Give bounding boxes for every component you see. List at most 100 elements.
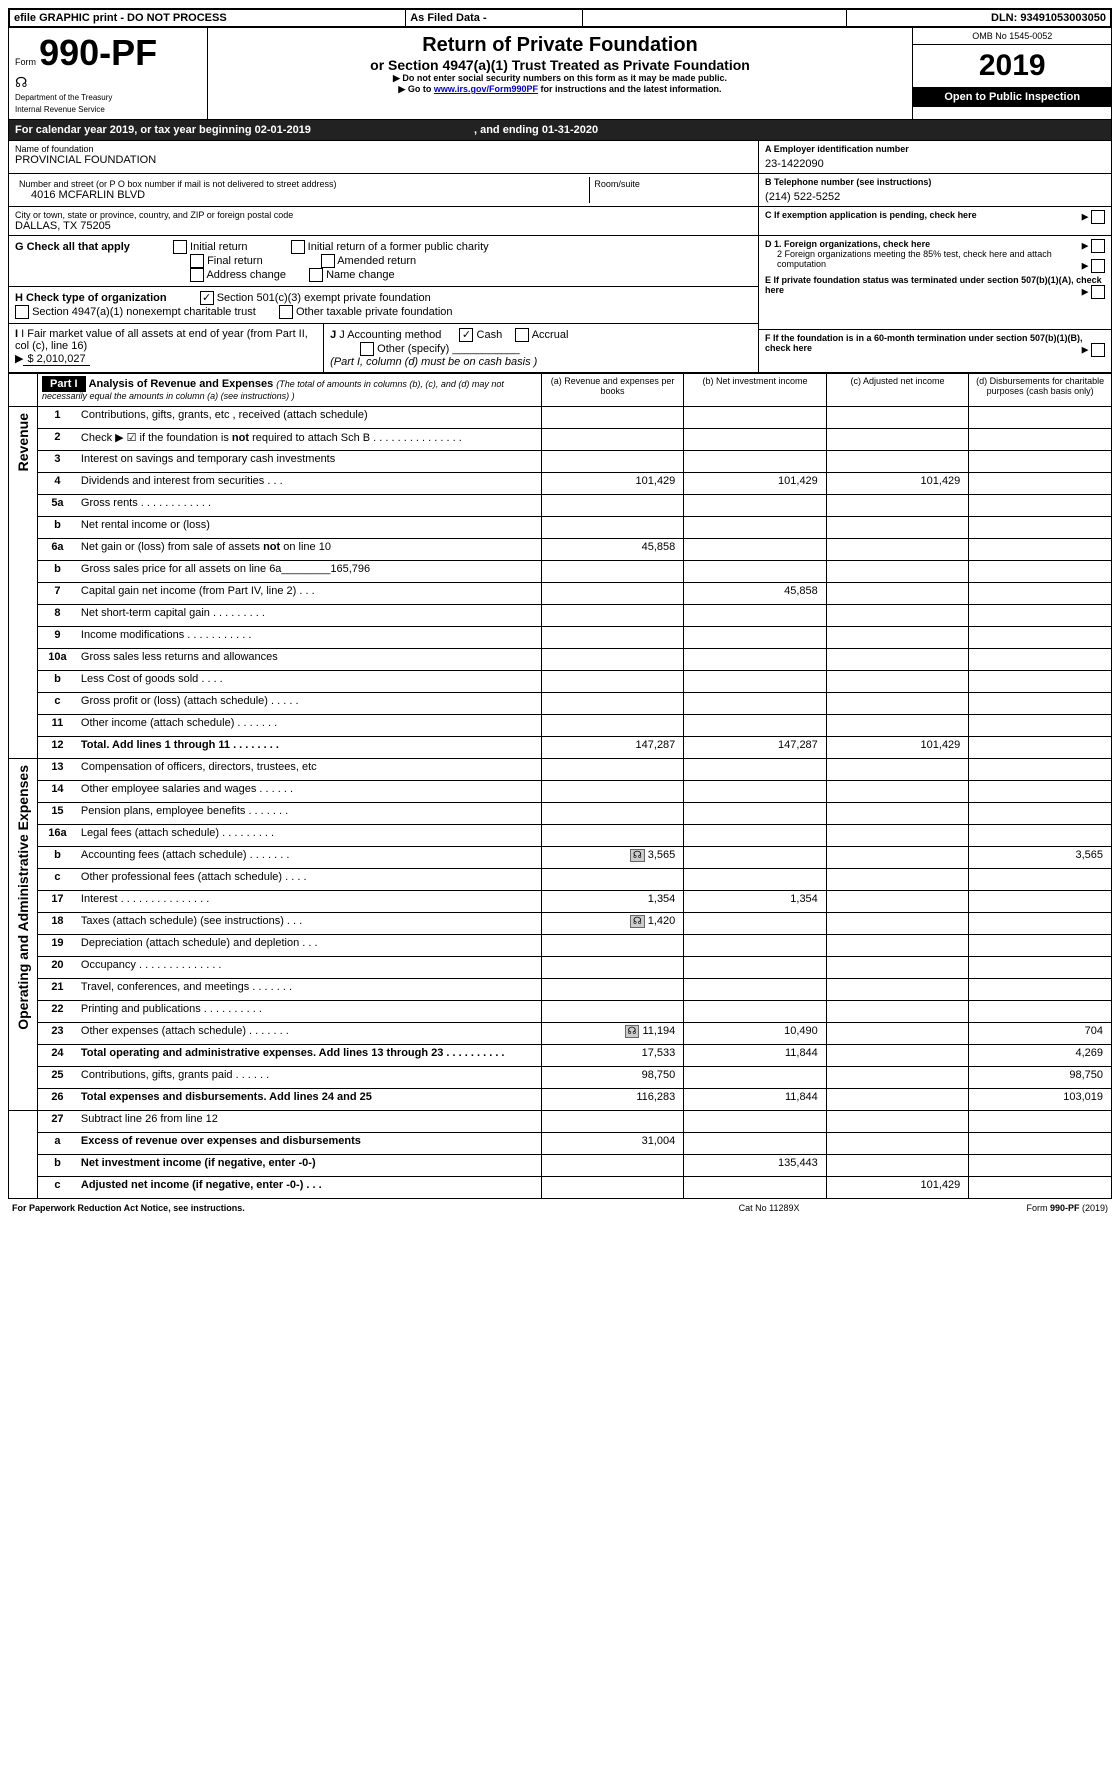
col-d-header: (d) Disbursements for charitable purpose… [969,374,1112,407]
attachment-icon[interactable]: ☊ [625,1025,640,1038]
line-number: 2 [38,429,77,451]
line-number: 4 [38,473,77,495]
col-d-value [969,1001,1112,1023]
col-b-value [684,979,827,1001]
col-a-value: 116,283 [541,1089,684,1111]
col-d-value [969,935,1112,957]
col-d-value [969,539,1112,561]
col-c-header: (c) Adjusted net income [826,374,969,407]
col-a-value: 1,354 [541,891,684,913]
line-number: 24 [38,1045,77,1067]
col-b-value: 11,844 [684,1089,827,1111]
line-description: Gross profit or (loss) (attach schedule)… [77,693,541,715]
col-c-value [826,1089,969,1111]
col-b-value: 45,858 [684,583,827,605]
table-row: 24Total operating and administrative exp… [9,1045,1112,1067]
line-number: b [38,561,77,583]
street-address: 4016 MCFARLIN BLVD [19,189,585,201]
attachment-icon[interactable]: ☊ [630,915,645,928]
line-number: 15 [38,803,77,825]
line-number: c [38,693,77,715]
operating-and-administrative-expenses-label: Operating and Administrative Expenses [13,761,33,1034]
table-row: bNet investment income (if negative, ent… [9,1155,1112,1177]
col-d-value [969,1177,1112,1199]
table-row: 27Subtract line 26 from line 12 [9,1111,1112,1133]
ein-value: 23-1422090 [765,154,1105,170]
col-d-value [969,517,1112,539]
line-description: Compensation of officers, directors, tru… [77,759,541,781]
irs-link[interactable]: www.irs.gov/Form990PF [434,84,538,94]
col-a-header: (a) Revenue and expenses per books [541,374,684,407]
col-a-value [541,649,684,671]
table-row: cAdjusted net income (if negative, enter… [9,1177,1112,1199]
line-number: b [38,847,77,869]
page-footer: For Paperwork Reduction Act Notice, see … [8,1201,1112,1215]
table-row: 5aGross rents . . . . . . . . . . . . [9,495,1112,517]
line-number: 26 [38,1089,77,1111]
col-d-value [969,561,1112,583]
e-checkbox[interactable] [1091,285,1105,299]
g-amended-checkbox[interactable] [321,254,335,268]
c-checkbox[interactable] [1091,210,1105,224]
line-number: 27 [38,1111,77,1133]
form-title: Return of Private Foundation [214,34,907,57]
col-c-value [826,451,969,473]
table-row: 26Total expenses and disbursements. Add … [9,1089,1112,1111]
h-4947-checkbox[interactable] [15,305,29,319]
city-label: City or town, state or province, country… [15,210,752,220]
line-number: 14 [38,781,77,803]
col-b-value [684,935,827,957]
dept-treasury: Department of the Treasury [15,93,112,102]
phone-value: (214) 522-5252 [765,187,1105,203]
line-number: 10a [38,649,77,671]
line-number: 3 [38,451,77,473]
calendar-year-row: For calendar year 2019, or tax year begi… [8,120,1112,141]
col-b-value [684,759,827,781]
table-row: Revenue1Contributions, gifts, grants, et… [9,407,1112,429]
h-other-checkbox[interactable] [279,305,293,319]
table-row: cGross profit or (loss) (attach schedule… [9,693,1112,715]
g-initial-checkbox[interactable] [173,240,187,254]
ein-label: A Employer identification number [765,144,1105,154]
col-a-value [541,935,684,957]
j-accrual-checkbox[interactable] [515,328,529,342]
table-row: bGross sales price for all assets on lin… [9,561,1112,583]
g-address-checkbox[interactable] [190,268,204,282]
col-c-value: 101,429 [826,473,969,495]
j-cash-checkbox[interactable]: ✓ [459,328,473,342]
line-number: 12 [38,737,77,759]
g-initial-former-checkbox[interactable] [291,240,305,254]
col-a-value [541,715,684,737]
col-d-value [969,495,1112,517]
h-501c3-checkbox[interactable]: ✓ [200,291,214,305]
address-label: Number and street (or P O box number if … [19,179,585,189]
col-c-value [826,495,969,517]
line-number: 7 [38,583,77,605]
line-number: 11 [38,715,77,737]
table-row: 8Net short-term capital gain . . . . . .… [9,605,1112,627]
table-row: 15Pension plans, employee benefits . . .… [9,803,1112,825]
form-number: 990-PF [39,32,157,73]
table-row: 3Interest on savings and temporary cash … [9,451,1112,473]
col-b-value: 11,844 [684,1045,827,1067]
form-prefix: Form [15,57,36,67]
f-checkbox[interactable] [1091,343,1105,357]
line-number: 1 [38,407,77,429]
table-row: 18Taxes (attach schedule) (see instructi… [9,913,1112,935]
col-d-value [969,693,1112,715]
col-c-value: 101,429 [826,737,969,759]
g-name-checkbox[interactable] [309,268,323,282]
col-a-value [541,451,684,473]
part1-table: Part I Analysis of Revenue and Expenses … [8,373,1112,1199]
table-row: 9Income modifications . . . . . . . . . … [9,627,1112,649]
col-d-value [969,891,1112,913]
col-d-value [969,671,1112,693]
table-row: 23Other expenses (attach schedule) . . .… [9,1023,1112,1045]
table-row: cOther professional fees (attach schedul… [9,869,1112,891]
attachment-icon[interactable]: ☊ [630,849,645,862]
d1-checkbox[interactable] [1091,239,1105,253]
j-other-checkbox[interactable] [360,342,374,356]
d2-checkbox[interactable] [1091,259,1105,273]
g-final-checkbox[interactable] [190,254,204,268]
omb-number: OMB No 1545-0052 [913,28,1111,45]
